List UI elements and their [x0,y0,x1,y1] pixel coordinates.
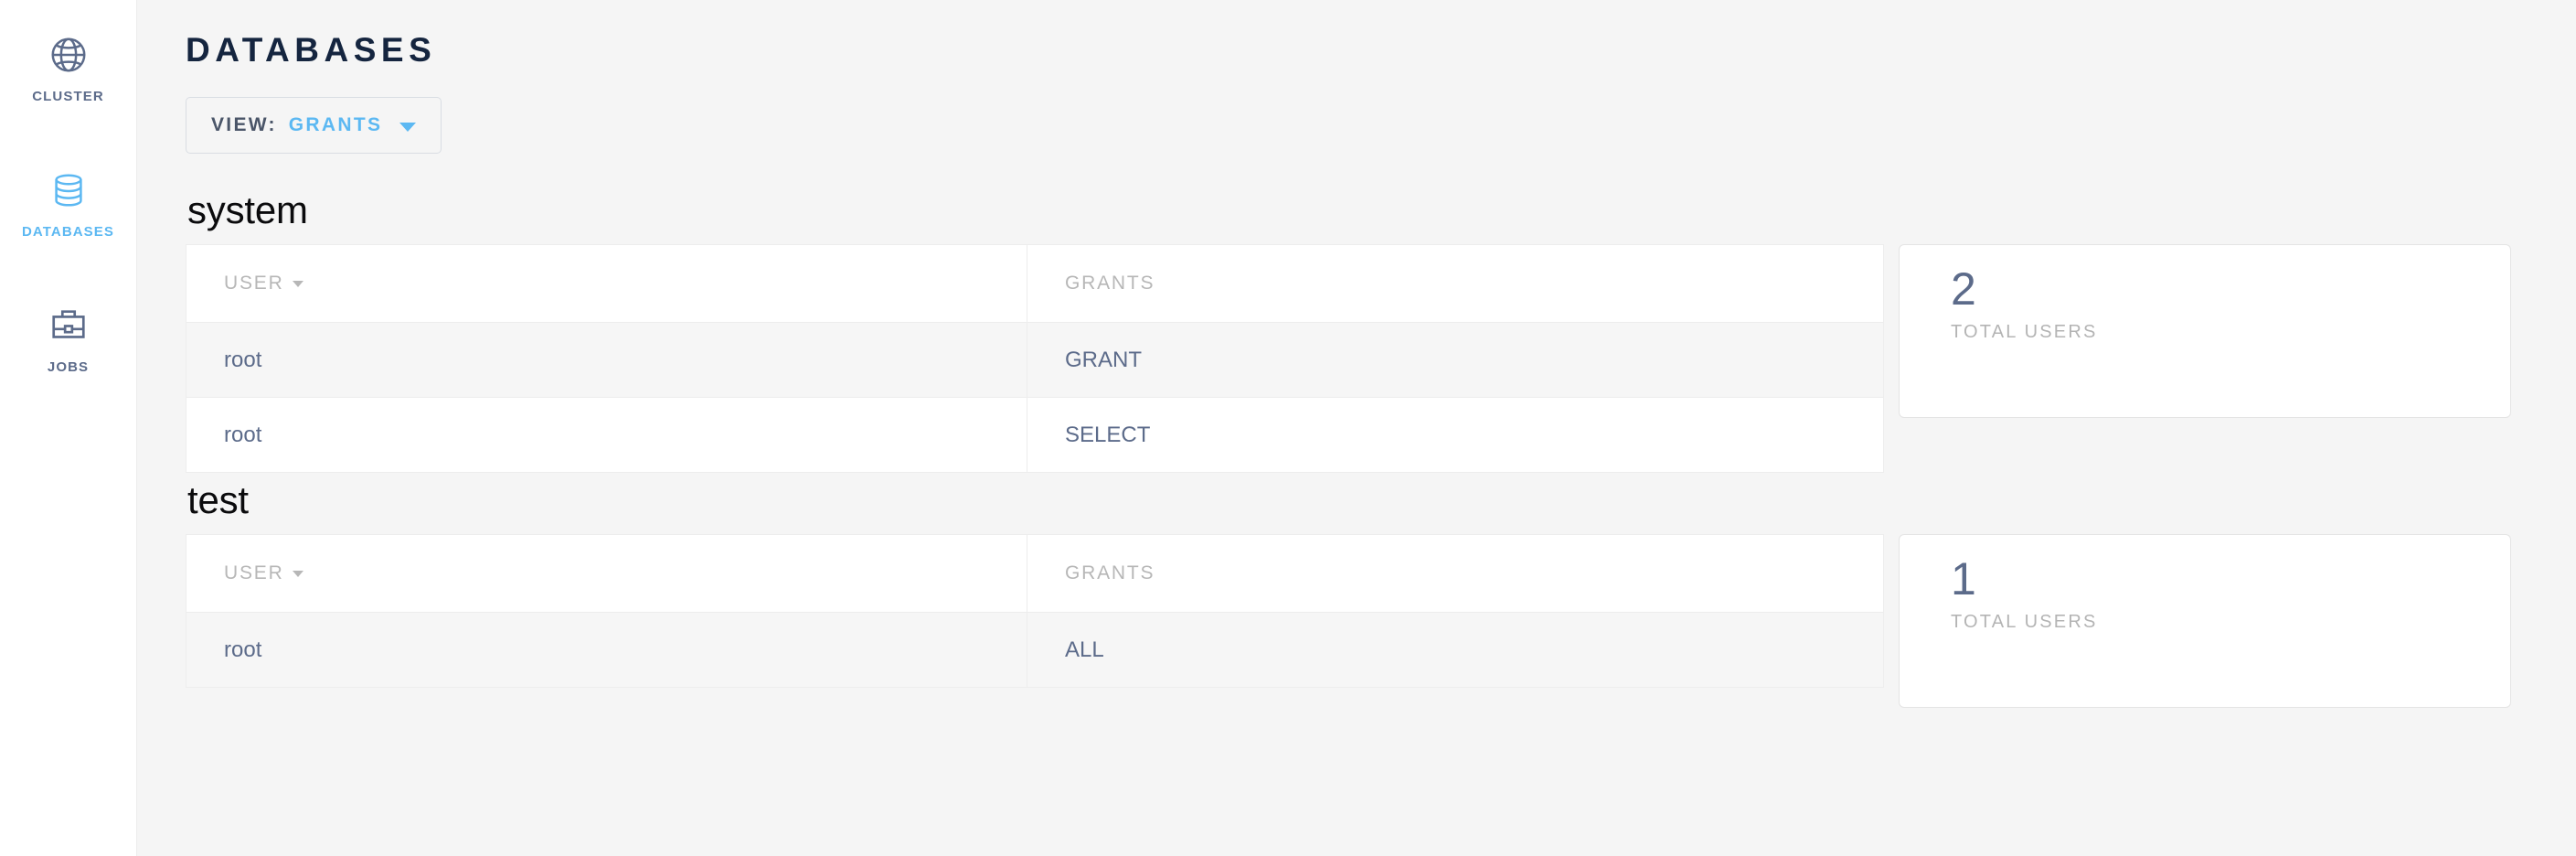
database-section-test: test USER GRANTS root ALL [186,478,2576,708]
total-users-card: 2 TOTAL USERS [1899,244,2511,418]
total-users-label: TOTAL USERS [1951,611,2098,632]
sidebar: CLUSTER DATABASES [0,0,137,856]
sidebar-item-label: JOBS [47,359,90,375]
table-header-row: USER GRANTS [186,534,1884,613]
sort-descending-icon [292,280,303,287]
cell-grants: SELECT [1027,397,1884,473]
cell-user: root [186,322,1027,398]
database-name: test [187,478,249,521]
view-dropdown-label: VIEW: [211,114,277,135]
cell-grants: ALL [1027,612,1884,688]
cell-user: root [186,612,1027,688]
database-section-system: system USER GRANTS root GRANT [186,188,2576,473]
chevron-down-icon [399,122,417,132]
table-row[interactable]: root SELECT [186,397,1884,473]
column-header-label: USER [224,273,284,294]
total-users-value: 1 [1951,553,1976,605]
view-dropdown-value: GRANTS [288,114,383,135]
view-dropdown[interactable]: VIEW: GRANTS [186,97,442,154]
sidebar-item-databases[interactable]: DATABASES [0,152,137,254]
globe-icon [48,29,90,80]
column-header-label: GRANTS [1065,562,1155,583]
total-users-label: TOTAL USERS [1951,321,2098,342]
grants-table: USER GRANTS root GRANT root SELECT [186,244,1884,473]
sidebar-item-cluster[interactable]: CLUSTER [0,16,137,119]
sort-descending-icon [292,570,303,577]
table-header-row: USER GRANTS [186,244,1884,323]
column-header-user[interactable]: USER [186,534,1027,613]
sidebar-item-label: DATABASES [21,224,114,240]
sidebar-item-jobs[interactable]: JOBS [0,287,137,390]
table-row[interactable]: root GRANT [186,322,1884,398]
page-title: DATABASES [186,31,437,69]
section-body: USER GRANTS root ALL 1 TOTAL USERS [186,534,2576,708]
main-content: DATABASES VIEW: GRANTS system USER GRANT… [137,0,2576,856]
database-name: system [187,188,308,231]
column-header-label: GRANTS [1065,273,1155,294]
column-header-grants[interactable]: GRANTS [1027,244,1884,323]
grants-table: USER GRANTS root ALL [186,534,1884,688]
cell-grants: GRANT [1027,322,1884,398]
total-users-value: 2 [1951,263,1976,315]
column-header-label: USER [224,562,284,583]
briefcase-icon [48,300,90,351]
column-header-user[interactable]: USER [186,244,1027,323]
cell-user: root [186,397,1027,473]
column-header-grants[interactable]: GRANTS [1027,534,1884,613]
total-users-card: 1 TOTAL USERS [1899,534,2511,708]
section-body: USER GRANTS root GRANT root SELECT [186,244,2576,473]
sidebar-item-label: CLUSTER [32,89,104,104]
table-row[interactable]: root ALL [186,612,1884,688]
database-icon [48,165,90,216]
